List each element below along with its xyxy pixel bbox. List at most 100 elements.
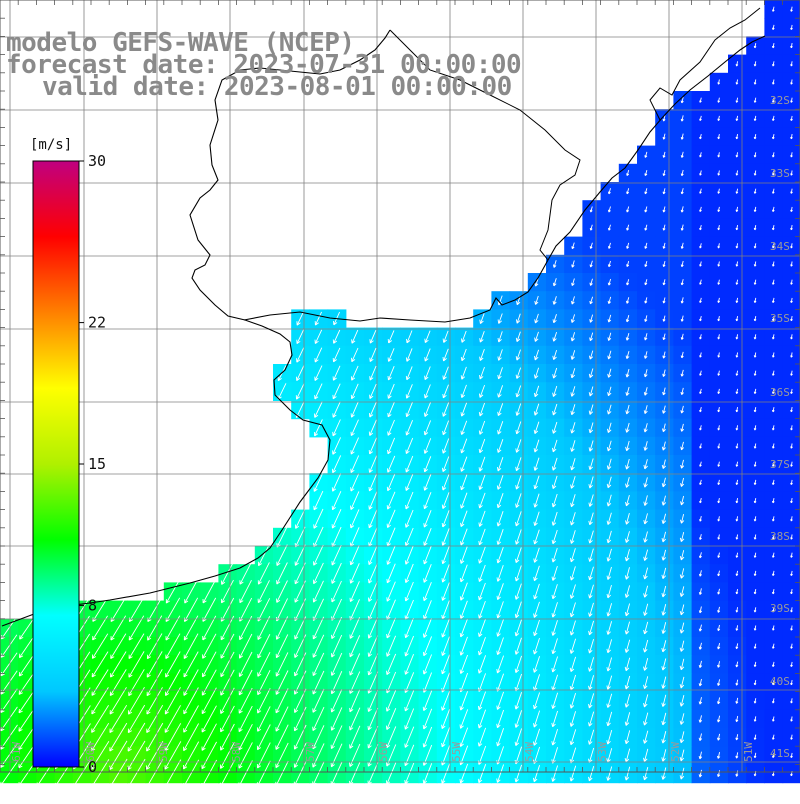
wind-arrow — [404, 545, 414, 565]
wind-arrow — [441, 600, 450, 620]
wind-arrow — [349, 563, 360, 584]
wind-arrow — [699, 425, 702, 431]
wind-arrow — [312, 688, 325, 713]
wind-arrow — [91, 705, 109, 733]
wind-arrow — [588, 368, 594, 379]
wind-arrow — [349, 743, 361, 767]
wind-arrow — [552, 296, 557, 305]
wind-arrow — [790, 752, 793, 758]
wind-arrow — [735, 279, 739, 285]
wind-arrow — [680, 369, 684, 377]
wind-arrow — [368, 455, 378, 473]
wind-arrow — [109, 687, 127, 715]
wind-arrow — [460, 474, 468, 491]
wind-arrow — [551, 710, 559, 728]
wind-arrow — [717, 152, 721, 158]
wind-arrow — [257, 580, 270, 604]
wind-arrow — [735, 206, 739, 212]
wind-arrow — [661, 622, 667, 634]
wind-arrow — [588, 765, 595, 782]
wind-arrow — [753, 134, 757, 140]
wind-arrow — [753, 97, 757, 103]
wind-arrow — [606, 512, 612, 525]
wind-arrow — [92, 615, 108, 641]
wind-arrow — [424, 348, 431, 362]
wind-arrow — [387, 366, 395, 381]
wind-arrow — [275, 760, 289, 787]
wind-arrow — [626, 188, 630, 195]
wind-arrow — [625, 440, 630, 452]
wind-arrow — [367, 744, 379, 767]
wind-arrow — [533, 475, 540, 490]
wind-arrow — [662, 315, 666, 322]
wind-arrow — [514, 710, 523, 728]
wind-arrow — [717, 297, 721, 303]
wind-arrow — [570, 512, 576, 526]
wind-arrow — [533, 692, 541, 710]
wind-arrow — [753, 552, 757, 558]
wind-arrow — [295, 383, 305, 400]
wind-arrow — [644, 188, 648, 195]
wind-arrow — [368, 545, 378, 566]
wind-arrow — [771, 316, 775, 322]
latitude-label: 33S — [770, 167, 790, 180]
colorbar-tick-label: 0 — [88, 758, 97, 776]
wind-arrow — [735, 243, 739, 249]
wind-arrow — [515, 313, 521, 324]
wind-arrow — [753, 589, 757, 595]
wind-arrow — [91, 722, 110, 752]
wind-arrow — [257, 615, 271, 640]
wind-arrow — [496, 583, 504, 601]
wind-arrow — [220, 741, 235, 769]
wind-arrow — [571, 242, 575, 250]
wind-arrow — [331, 616, 343, 640]
wind-arrow — [735, 188, 739, 194]
wind-arrow — [606, 530, 612, 544]
wind-arrow — [220, 615, 235, 641]
wind-arrow — [533, 403, 540, 416]
wind-arrow — [588, 440, 594, 452]
wind-arrow — [514, 764, 523, 783]
wind-arrow — [643, 495, 648, 506]
wind-arrow — [607, 188, 611, 195]
wind-arrow — [753, 407, 757, 413]
wind-arrow — [626, 260, 630, 268]
wind-arrow — [735, 625, 739, 631]
wind-arrow — [459, 564, 468, 583]
wind-arrow — [699, 534, 702, 540]
wind-arrow — [588, 350, 594, 360]
wind-arrow — [790, 734, 793, 740]
wind-arrow — [331, 491, 342, 511]
wind-arrow — [533, 493, 540, 508]
wind-arrow — [625, 314, 630, 323]
wind-arrow — [790, 134, 793, 140]
wind-arrow — [296, 311, 304, 326]
wind-arrow — [735, 79, 739, 85]
wind-arrow — [662, 206, 666, 213]
wind-arrow — [680, 151, 684, 158]
wind-arrow — [478, 402, 486, 417]
wind-arrow — [699, 370, 702, 376]
wind-arrow — [699, 97, 702, 103]
wind-arrow — [220, 651, 235, 678]
wind-arrow — [220, 579, 234, 604]
wind-arrow — [699, 497, 702, 504]
wind-arrow — [314, 383, 323, 400]
wind-arrow — [698, 660, 703, 669]
wind-arrow — [698, 642, 703, 650]
wind-arrow — [405, 420, 414, 436]
wind-arrow — [386, 545, 396, 565]
wind-arrow — [534, 313, 539, 324]
wind-arrow — [735, 643, 739, 650]
wind-arrow — [147, 615, 163, 641]
wind-arrow — [753, 261, 757, 267]
wind-arrow — [790, 206, 793, 212]
wind-arrow — [753, 716, 757, 722]
wind-arrow — [644, 260, 648, 268]
wind-arrow — [424, 330, 431, 344]
wind-arrow — [661, 441, 666, 451]
wind-arrow — [626, 279, 630, 286]
wind-arrow — [662, 242, 666, 249]
wind-arrow — [717, 115, 721, 121]
wind-arrow — [699, 352, 702, 358]
